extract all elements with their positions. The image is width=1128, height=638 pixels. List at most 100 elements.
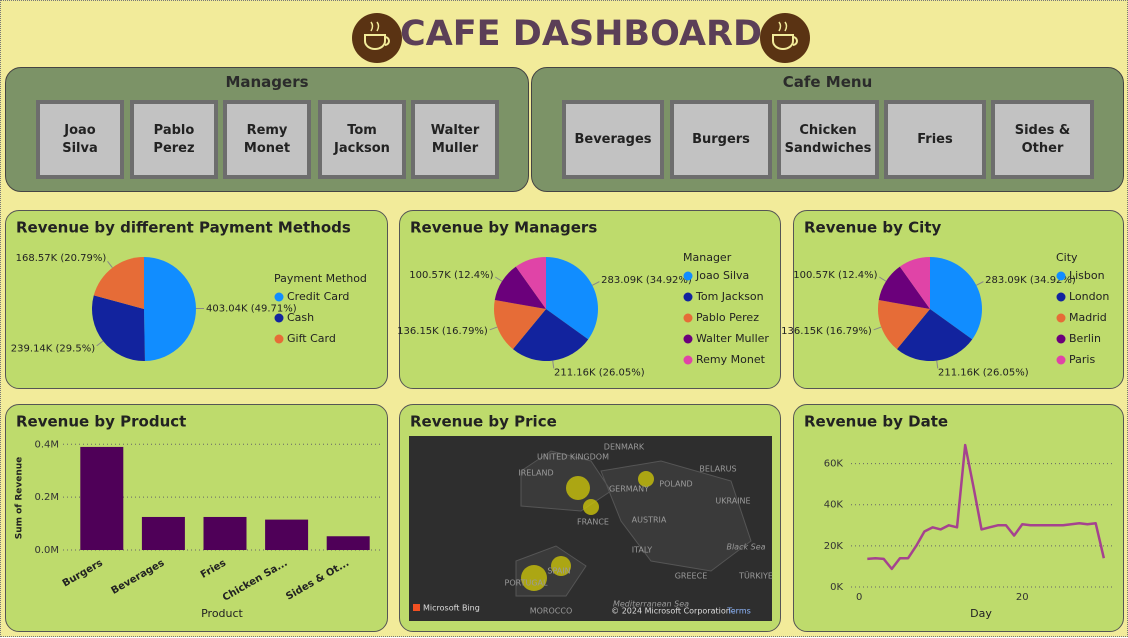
map-label: UKRAINE	[715, 497, 750, 506]
chart-title: Revenue by City	[804, 219, 941, 237]
chart-title: Revenue by Price	[410, 413, 557, 431]
map-label: SPAIN	[547, 567, 570, 576]
legend-swatch	[684, 293, 693, 302]
x-axis-title: Product	[201, 607, 243, 620]
map-label: ITALY	[632, 546, 652, 555]
chart-title: Revenue by different Payment Methods	[16, 219, 351, 237]
data-label: 283.09K (34.92%)	[601, 275, 692, 286]
legend-swatch	[684, 356, 693, 365]
data-label: 211.16K (26.05%)	[554, 367, 645, 378]
x-axis-title: Day	[970, 607, 992, 620]
map-attribution: Microsoft Bing	[423, 604, 480, 613]
bing-logo	[413, 604, 420, 611]
bar	[142, 517, 185, 550]
leader-line	[976, 282, 983, 286]
map-label: POLAND	[659, 480, 692, 489]
legend-label: London	[1069, 290, 1109, 303]
map-label: MOROCCO	[530, 607, 573, 616]
slicer-button[interactable]: Joao Silva	[36, 100, 124, 179]
slicer-title: Cafe Menu	[531, 73, 1124, 91]
pie-slice	[144, 257, 196, 361]
map-attribution: Terms	[726, 607, 751, 616]
legend-swatch	[684, 272, 693, 281]
legend-title: City	[1056, 251, 1078, 264]
map-label: GREECE	[675, 572, 708, 581]
slicer-button[interactable]: Sides & Other	[991, 100, 1094, 179]
legend-swatch	[275, 335, 284, 344]
legend-label: Credit Card	[287, 290, 349, 303]
legend-label: Joao Silva	[695, 269, 749, 282]
legend-title: Payment Method	[274, 272, 367, 285]
slicer-button[interactable]: Walter Muller	[411, 100, 499, 179]
legend-title: Manager	[683, 251, 732, 264]
legend-swatch	[1057, 314, 1066, 323]
legend-label: Remy Monet	[696, 353, 766, 366]
y-tick-label: 60K	[824, 459, 844, 470]
slicer-button[interactable]: Chicken Sandwiches	[777, 100, 879, 179]
x-tick-label: Sides & Ot...	[284, 558, 351, 603]
map-label: DENMARK	[604, 443, 645, 452]
slicer-title: Managers	[5, 73, 529, 91]
bar	[204, 517, 247, 550]
x-tick-label: Chicken Sa...	[221, 558, 290, 604]
map-label: AUSTRIA	[632, 516, 667, 525]
data-label: 100.57K (12.4%)	[793, 270, 877, 281]
x-tick-label: 20	[1016, 592, 1029, 603]
data-label: 403.04K (49.71%)	[206, 303, 297, 314]
legend-label: Madrid	[1069, 311, 1107, 324]
bar	[265, 520, 308, 550]
map-label: TÜRKIYE	[738, 571, 773, 581]
legend-label: Berlin	[1069, 332, 1101, 345]
slicer-button[interactable]: Tom Jackson	[318, 100, 406, 179]
leader-line	[592, 282, 599, 286]
slicer-button[interactable]: Fries	[884, 100, 986, 179]
dashboard-title: CAFE DASHBOARD	[400, 14, 762, 54]
map-label: UNITED KINGDOM	[537, 453, 609, 462]
bar	[80, 447, 123, 550]
x-tick-label: Burgers	[61, 558, 105, 590]
legend-label: Paris	[1069, 353, 1095, 366]
legend-label: Walter Muller	[696, 332, 769, 345]
leader-line	[97, 341, 103, 346]
x-tick-label: Beverages	[110, 558, 167, 597]
y-tick-label: 40K	[824, 500, 844, 511]
legend-swatch	[684, 314, 693, 323]
legend-label: Lisbon	[1069, 269, 1105, 282]
legend-label: Tom Jackson	[695, 290, 764, 303]
map-label: FRANCE	[577, 518, 609, 527]
legend-swatch	[1057, 356, 1066, 365]
slicer-button[interactable]: Beverages	[562, 100, 664, 179]
legend-swatch	[1057, 335, 1066, 344]
data-label: 239.14K (29.5%)	[11, 343, 95, 354]
x-tick-label: Fries	[199, 558, 228, 581]
leader-line	[495, 277, 502, 281]
x-tick-label: 0	[856, 592, 862, 603]
slicer-button[interactable]: Burgers	[670, 100, 772, 179]
y-tick-label: 0.4M	[34, 439, 59, 450]
map-label: IRELAND	[518, 469, 553, 478]
cup-icon	[352, 13, 402, 63]
data-label: 211.16K (26.05%)	[938, 367, 1029, 378]
chart-title: Revenue by Date	[804, 413, 948, 431]
y-tick-label: 0.2M	[34, 492, 59, 503]
leader-line	[874, 327, 882, 330]
legend-swatch	[684, 335, 693, 344]
slicer-button[interactable]: Pablo Perez	[130, 100, 218, 179]
leader-line	[490, 327, 498, 330]
data-label: 100.57K (12.4%)	[409, 270, 493, 281]
map-label: PORTUGAL	[505, 579, 549, 588]
legend-swatch	[275, 293, 284, 302]
line	[867, 445, 1104, 569]
leader-line	[108, 261, 113, 267]
y-tick-label: 0K	[830, 582, 843, 593]
y-axis-title: Sum of Revenue	[15, 457, 25, 540]
legend-label: Cash	[287, 311, 314, 324]
data-label: 136.15K (16.79%)	[397, 326, 488, 337]
slicer-button[interactable]: Remy Monet	[223, 100, 311, 179]
map-label: BELARUS	[699, 465, 736, 474]
y-tick-label: 0.0M	[34, 545, 59, 556]
map-label: Black Sea	[726, 543, 765, 552]
data-label: 168.57K (20.79%)	[16, 253, 107, 264]
